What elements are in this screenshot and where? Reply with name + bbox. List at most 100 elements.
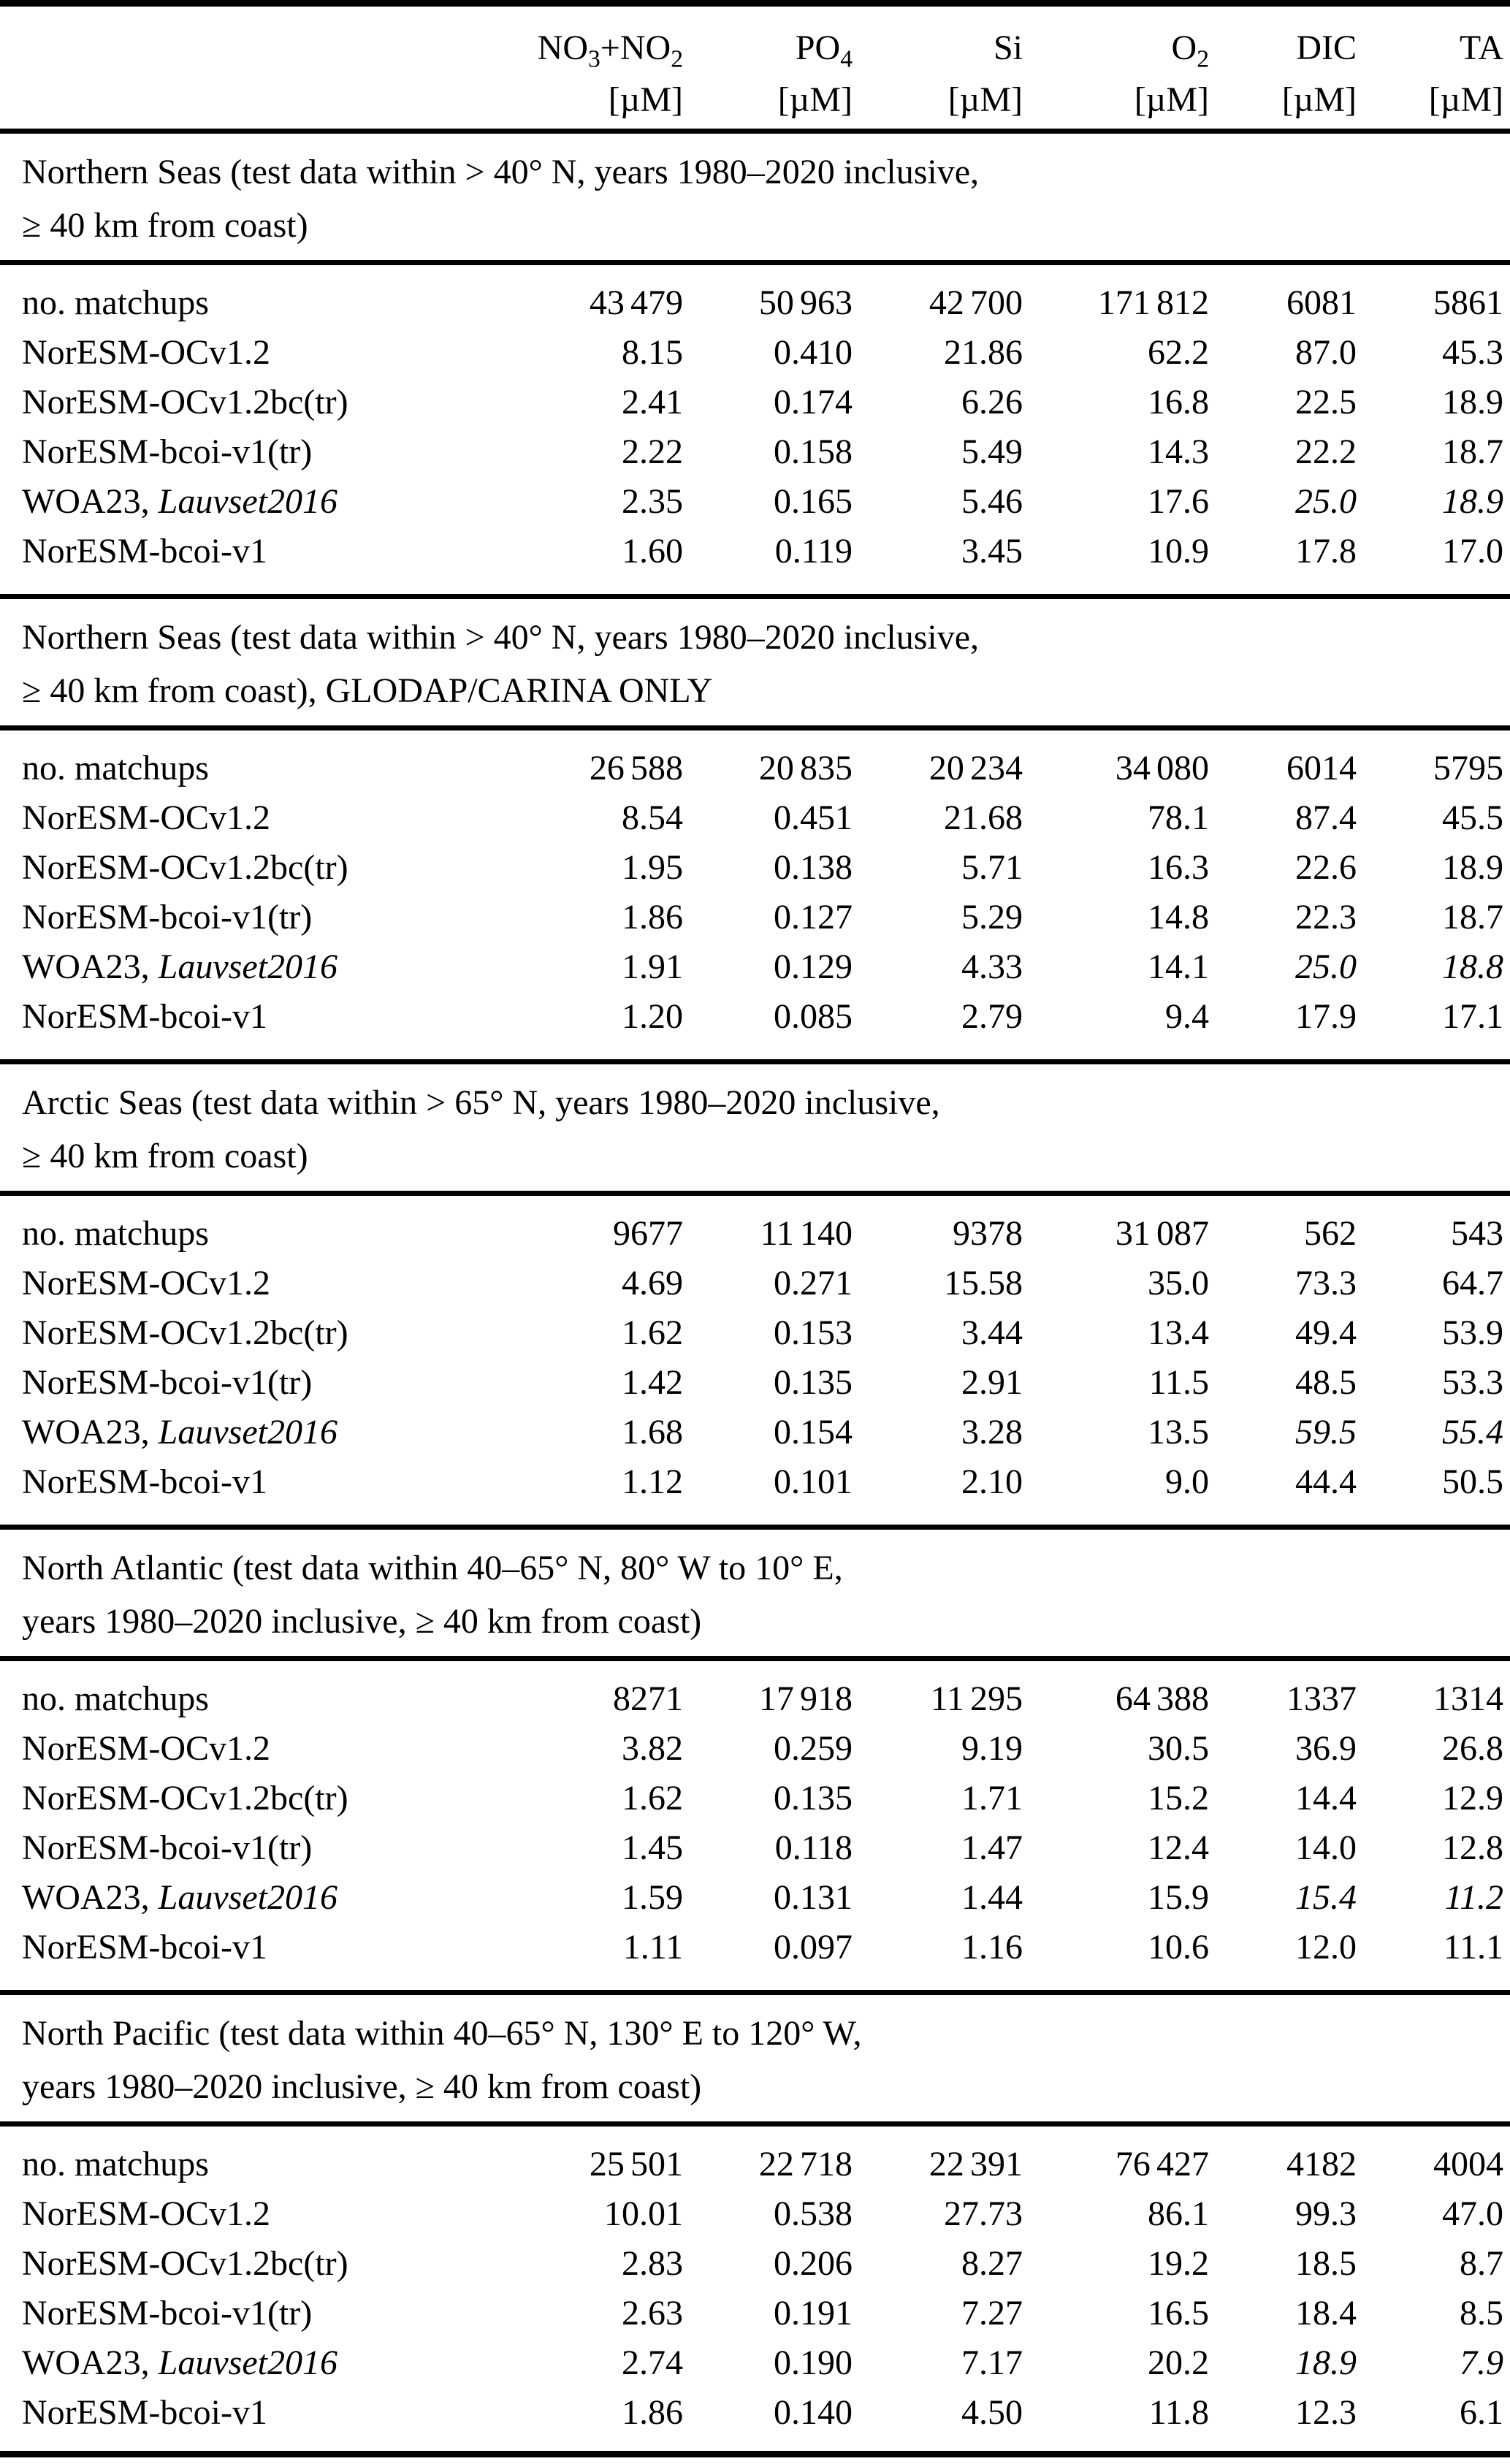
value-cell: 43 479 xyxy=(589,283,683,322)
row-label: NorESM-bcoi-v1 xyxy=(0,1457,468,1527)
value-cell: 10.6 xyxy=(1148,1928,1209,1967)
table-row: NorESM-bcoi-v1(tr) 2.63 0.191 7.27 16.5 18.4 8… xyxy=(0,2289,1510,2338)
value-cell: 30.5 xyxy=(1148,1729,1209,1768)
row-label-text: NorESM-bcoi-v1(tr) xyxy=(22,898,313,937)
col-header-no3-no2: NO3+NO2 xyxy=(537,28,683,73)
value-cell: 53.9 xyxy=(1442,1313,1503,1352)
subscript: 2 xyxy=(1197,45,1209,73)
section-title-block: Arctic Seas (test data within > 65° N, y… xyxy=(0,1061,1510,1194)
value-cell: 9.19 xyxy=(961,1729,1023,1768)
value-cell: 5.49 xyxy=(961,432,1023,471)
row-label-text: NorESM-bcoi-v1 xyxy=(22,2393,267,2432)
row-label-text: NorESM-bcoi-v1(tr) xyxy=(22,2294,313,2333)
value-cell: 0.451 xyxy=(774,798,853,837)
value-cell: 0.135 xyxy=(774,1779,853,1818)
value-cell: 22 718 xyxy=(758,2145,853,2183)
value-cell: 59.5 xyxy=(1295,1413,1357,1452)
section-title-block: North Pacific (test data within 40–65° N… xyxy=(0,1992,1510,2124)
value-cell: 8.15 xyxy=(622,333,683,372)
header-label-spacer xyxy=(0,4,468,131)
value-cell: 0.153 xyxy=(774,1313,853,1352)
value-cell: 76 427 xyxy=(1115,2145,1209,2183)
row-label-text: NorESM-OCv1.2 xyxy=(22,1729,271,1768)
value-cell: 8.27 xyxy=(961,2244,1023,2283)
col-unit-o2: [µM] xyxy=(1134,80,1209,119)
table-row: NorESM-OCv1.2 8.54 0.451 21.68 78.1 87.4 45.5 xyxy=(0,793,1510,843)
row-label-text: WOA23, xyxy=(22,1413,159,1452)
value-cell: 1.62 xyxy=(622,1313,683,1352)
value-cell: 4.69 xyxy=(622,1264,683,1302)
value-cell: 3.82 xyxy=(622,1729,683,1768)
value-cell: 17.8 xyxy=(1295,532,1357,571)
value-cell: 8271 xyxy=(613,1679,683,1718)
section-title-line: years 1980–2020 inclusive, ≥ 40 km from … xyxy=(22,2067,702,2106)
value-cell: 1.44 xyxy=(961,1878,1023,1917)
value-cell: 11 295 xyxy=(930,1679,1023,1718)
subscript: 2 xyxy=(671,45,683,73)
table-row: no. matchups 9677 11 140 9378 31 087 562 543 xyxy=(0,1194,1510,1259)
value-cell: 543 xyxy=(1451,1214,1503,1253)
column-header: DIC [µM] xyxy=(1209,4,1357,131)
value-cell: 13.4 xyxy=(1148,1313,1209,1352)
value-cell: 45.5 xyxy=(1442,798,1503,837)
value-cell: 1.91 xyxy=(622,947,683,986)
col-unit-dic: [µM] xyxy=(1281,80,1357,119)
section-title-line: ≥ 40 km from coast) xyxy=(22,1137,308,1175)
value-cell: 1.68 xyxy=(622,1413,683,1452)
row-label-text: NorESM-OCv1.2 xyxy=(22,2194,271,2233)
value-cell: 11 140 xyxy=(760,1214,853,1253)
header-row: NO3+NO2 [µM] PO4 [µM] Si [µM] O2 [µM] DIC [µM… xyxy=(0,4,1510,131)
value-cell: 64 388 xyxy=(1115,1679,1209,1718)
table-row: NorESM-OCv1.2bc(tr) 1.62 0.135 1.71 15.2 14.4… xyxy=(0,1774,1510,1823)
value-cell: 11.8 xyxy=(1148,2393,1209,2432)
table-row: NorESM-bcoi-v1 1.20 0.085 2.79 9.4 17.9 17.1 xyxy=(0,992,1510,1062)
row-label: NorESM-bcoi-v1 xyxy=(0,992,468,1062)
row-label: WOA23, Lauvset2016 xyxy=(0,1408,468,1457)
section-title-line: North Pacific (test data within 40–65° N… xyxy=(22,2014,862,2053)
row-label-italic: Lauvset2016 xyxy=(158,1878,338,1917)
value-cell: 47.0 xyxy=(1442,2194,1503,2233)
value-cell: 3.44 xyxy=(961,1313,1023,1352)
row-label: NorESM-OCv1.2bc(tr) xyxy=(0,843,468,893)
row-label-italic: Lauvset2016 xyxy=(158,482,338,521)
row-label-text: NorESM-OCv1.2bc(tr) xyxy=(22,1313,348,1352)
row-label: NorESM-OCv1.2bc(tr) xyxy=(0,378,468,427)
value-cell: 14.0 xyxy=(1295,1828,1357,1867)
row-label: NorESM-OCv1.2 xyxy=(0,1724,468,1774)
section-title-line: North Atlantic (test data within 40–65° … xyxy=(22,1549,843,1587)
row-label: NorESM-bcoi-v1 xyxy=(0,1923,468,1993)
row-label-text: WOA23, xyxy=(22,947,159,986)
row-label-text: NorESM-OCv1.2bc(tr) xyxy=(22,383,348,422)
value-cell: 17.1 xyxy=(1442,997,1503,1036)
column-header: Si [µM] xyxy=(853,4,1023,131)
value-cell: 18.9 xyxy=(1295,2343,1357,2382)
row-label-text: NorESM-bcoi-v1 xyxy=(22,997,267,1036)
table-row: no. matchups 25 501 22 718 22 391 76 427 4182… xyxy=(0,2124,1510,2190)
value-cell: 1.86 xyxy=(622,2393,683,2432)
value-cell: 99.3 xyxy=(1295,2194,1357,2233)
row-label-text: NorESM-bcoi-v1(tr) xyxy=(22,432,313,471)
section-title-row: North Pacific (test data within 40–65° N… xyxy=(0,1993,1510,2124)
value-cell: 562 xyxy=(1304,1214,1357,1253)
value-cell: 5795 xyxy=(1433,749,1503,787)
table-header: NO3+NO2 [µM] PO4 [µM] Si [µM] O2 [µM] DIC [µM… xyxy=(0,4,1510,131)
value-cell: 25 501 xyxy=(589,2145,683,2183)
row-label-text: WOA23, xyxy=(22,2343,159,2382)
row-label: no. matchups xyxy=(0,2124,468,2190)
value-cell: 2.91 xyxy=(961,1363,1023,1402)
value-cell: 18.4 xyxy=(1295,2294,1357,2333)
value-cell: 14.4 xyxy=(1295,1779,1357,1818)
value-cell: 73.3 xyxy=(1295,1264,1357,1302)
row-label: no. matchups xyxy=(0,263,468,329)
table-row: NorESM-bcoi-v1 1.86 0.140 4.50 11.8 12.3 6.1 xyxy=(0,2388,1510,2455)
table-row: NorESM-OCv1.2bc(tr) 1.62 0.153 3.44 13.4 49.4… xyxy=(0,1308,1510,1358)
table-row: NorESM-bcoi-v1(tr) 2.22 0.158 5.49 14.3 22.2 1… xyxy=(0,427,1510,477)
row-label: WOA23, Lauvset2016 xyxy=(0,1873,468,1923)
section-title-row: Northern Seas (test data within > 40° N,… xyxy=(0,131,1510,263)
value-cell: 8.5 xyxy=(1460,2294,1503,2333)
value-cell: 0.085 xyxy=(774,997,853,1036)
row-label: NorESM-OCv1.2 xyxy=(0,793,468,843)
row-label-text: NorESM-OCv1.2bc(tr) xyxy=(22,1779,348,1818)
value-cell: 0.140 xyxy=(774,2393,853,2432)
col-header-si: Si xyxy=(993,28,1023,67)
